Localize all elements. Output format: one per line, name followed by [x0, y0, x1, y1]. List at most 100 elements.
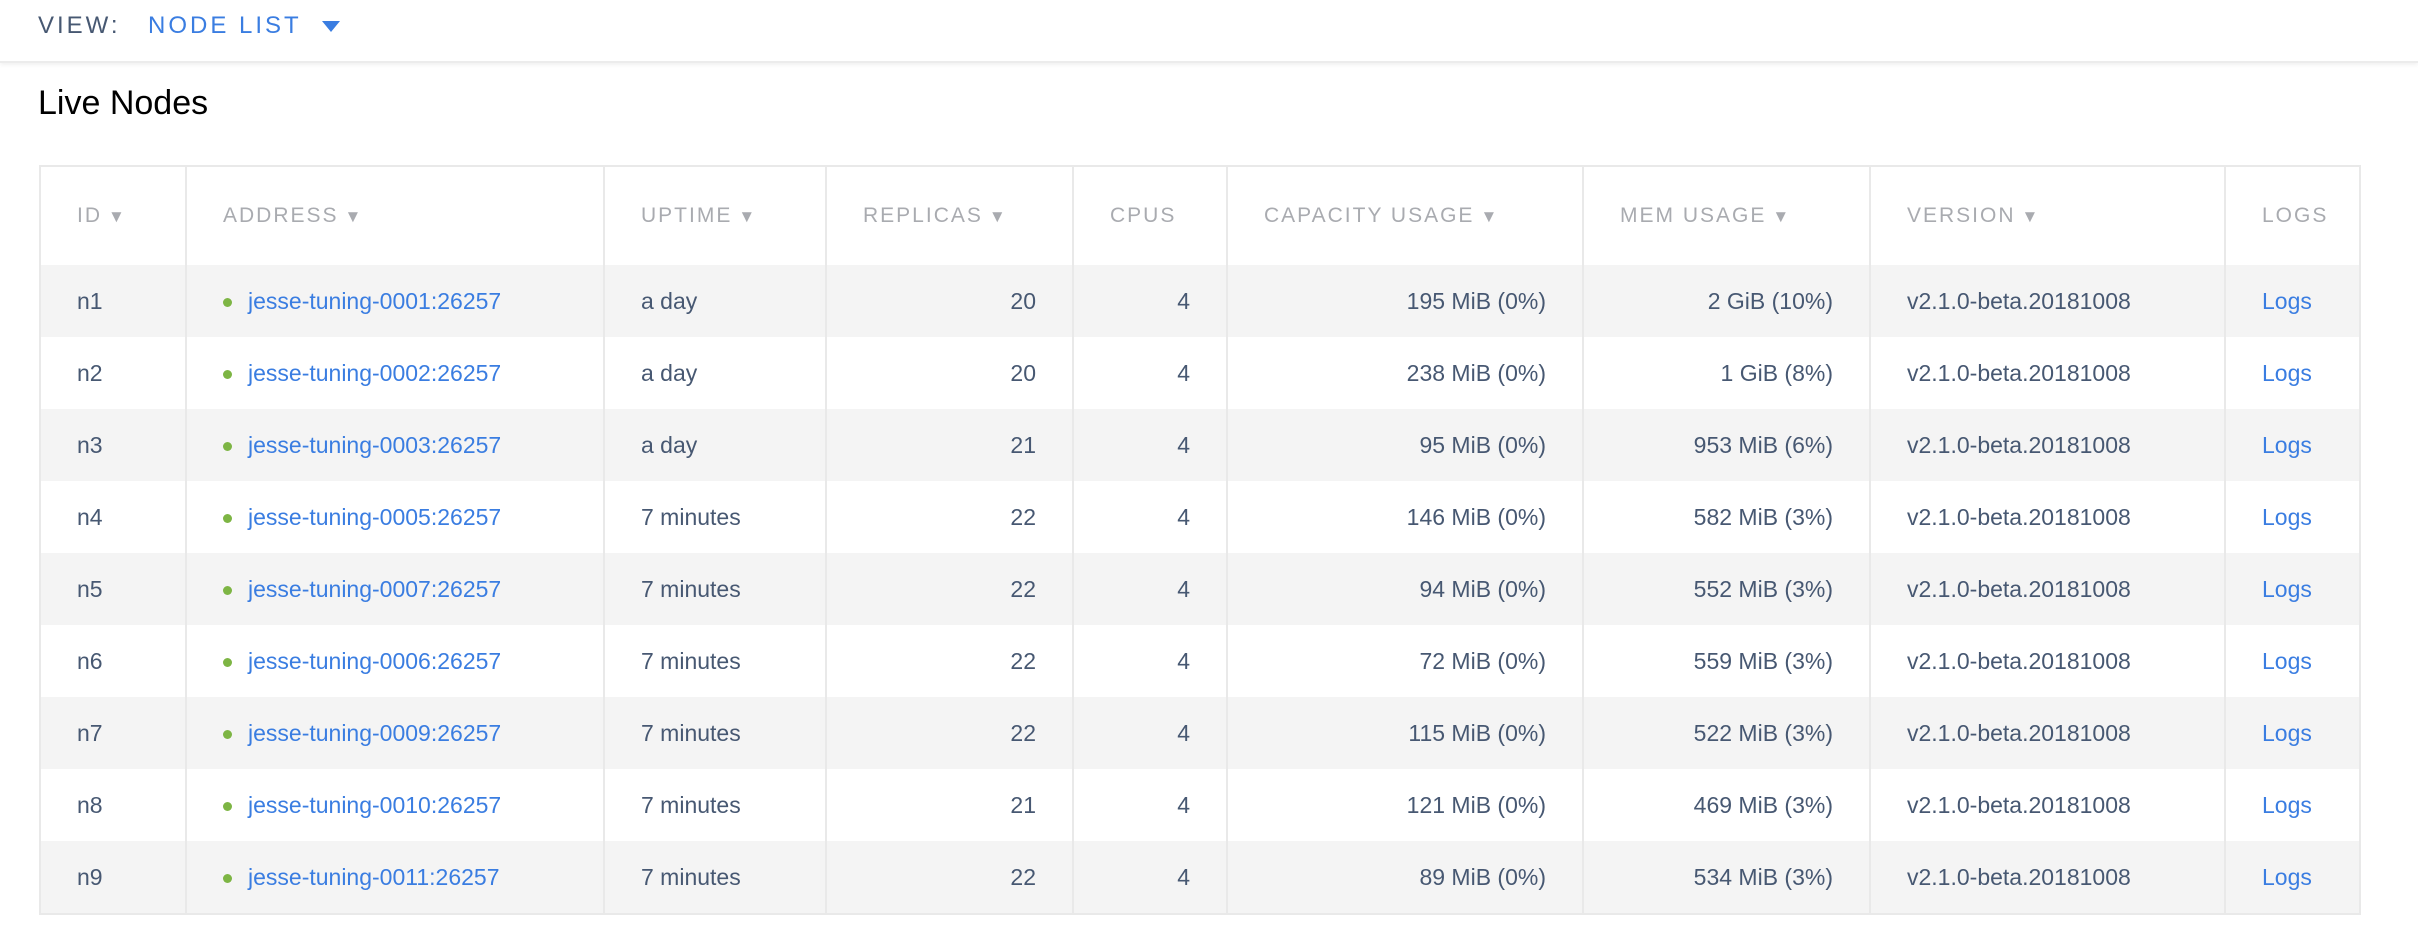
cell-logs: Logs: [2224, 625, 2360, 697]
column-header-label: CPUS: [1110, 204, 1177, 227]
cell-address: jesse-tuning-0005:26257: [185, 481, 604, 553]
node-address-link[interactable]: jesse-tuning-0009:26257: [248, 719, 502, 746]
cell-mem: 469 MiB (3%): [1582, 769, 1870, 841]
live-status-dot-icon: [223, 657, 232, 667]
view-dropdown-value: NODE LIST: [148, 12, 302, 39]
cell-id: n8: [39, 769, 186, 841]
column-header-label: ADDRESS: [223, 204, 339, 227]
live-status-dot-icon: [223, 369, 232, 379]
cell-uptime: 7 minutes: [603, 841, 826, 914]
cell-cpus: 4: [1072, 409, 1227, 481]
view-dropdown[interactable]: NODE LIST: [148, 12, 340, 40]
column-header-uptime[interactable]: UPTIME ▼: [603, 166, 826, 265]
cell-logs: Logs: [2224, 769, 2360, 841]
cell-capacity: 72 MiB (0%): [1226, 625, 1583, 697]
column-header-replicas[interactable]: REPLICAS ▼: [825, 166, 1073, 265]
cell-replicas: 22: [825, 481, 1073, 553]
node-address-link[interactable]: jesse-tuning-0003:26257: [248, 431, 502, 458]
cell-logs: Logs: [2224, 553, 2360, 625]
cell-uptime: a day: [603, 409, 826, 481]
table-header-row: ID ▼ ADDRESS ▼ UPTIME ▼ REPLICAS ▼ CPUS CAPACITY …: [39, 166, 2360, 265]
cell-id: n3: [39, 409, 186, 481]
cell-mem: 582 MiB (3%): [1582, 481, 1870, 553]
cell-version: v2.1.0-beta.20181008: [1869, 481, 2225, 553]
cell-logs: Logs: [2224, 841, 2360, 914]
cell-id: n7: [39, 697, 186, 769]
cell-capacity: 195 MiB (0%): [1226, 265, 1583, 337]
logs-link[interactable]: Logs: [2262, 287, 2312, 314]
table-row: n5 jesse-tuning-0007:26257 7 minutes 22 4 94 …: [39, 553, 2360, 625]
logs-link[interactable]: Logs: [2262, 503, 2312, 530]
table-row: n9 jesse-tuning-0011:26257 7 minutes 22 4 89 …: [39, 841, 2360, 914]
logs-link[interactable]: Logs: [2262, 431, 2312, 458]
cell-id: n9: [39, 841, 186, 914]
cell-address: jesse-tuning-0002:26257: [185, 337, 604, 409]
cell-address: jesse-tuning-0006:26257: [185, 625, 604, 697]
cell-address: jesse-tuning-0003:26257: [185, 409, 604, 481]
logs-link[interactable]: Logs: [2262, 647, 2312, 674]
view-bar: VIEW: NODE LIST: [0, 0, 2418, 63]
logs-link[interactable]: Logs: [2262, 863, 2312, 890]
logs-link[interactable]: Logs: [2262, 359, 2312, 386]
cell-uptime: 7 minutes: [603, 481, 826, 553]
column-header-id[interactable]: ID ▼: [39, 166, 186, 265]
cell-cpus: 4: [1072, 481, 1227, 553]
cell-uptime: 7 minutes: [603, 697, 826, 769]
node-address-link[interactable]: jesse-tuning-0007:26257: [248, 575, 502, 602]
table-row: n2 jesse-tuning-0002:26257 a day 20 4 238 MiB…: [39, 337, 2360, 409]
cell-version: v2.1.0-beta.20181008: [1869, 553, 2225, 625]
table-row: n8 jesse-tuning-0010:26257 7 minutes 21 4 121…: [39, 769, 2360, 841]
cell-capacity: 121 MiB (0%): [1226, 769, 1583, 841]
node-address-link[interactable]: jesse-tuning-0011:26257: [248, 863, 500, 890]
table-row: n6 jesse-tuning-0006:26257 7 minutes 22 4 72 …: [39, 625, 2360, 697]
column-header-label: CAPACITY USAGE: [1264, 204, 1475, 227]
sort-arrow-icon: ▼: [344, 207, 364, 226]
cell-cpus: 4: [1072, 337, 1227, 409]
cell-uptime: a day: [603, 265, 826, 337]
cell-replicas: 22: [825, 841, 1073, 914]
live-status-dot-icon: [223, 441, 232, 451]
cell-cpus: 4: [1072, 625, 1227, 697]
cell-capacity: 94 MiB (0%): [1226, 553, 1583, 625]
cell-id: n1: [39, 265, 186, 337]
cell-version: v2.1.0-beta.20181008: [1869, 265, 2225, 337]
node-address-link[interactable]: jesse-tuning-0002:26257: [248, 359, 502, 386]
sort-arrow-icon: ▼: [2021, 207, 2041, 226]
cell-version: v2.1.0-beta.20181008: [1869, 841, 2225, 914]
cell-cpus: 4: [1072, 769, 1227, 841]
cell-version: v2.1.0-beta.20181008: [1869, 625, 2225, 697]
sort-arrow-icon: ▼: [1480, 207, 1500, 226]
node-address-link[interactable]: jesse-tuning-0010:26257: [248, 791, 502, 818]
live-status-dot-icon: [223, 729, 232, 739]
node-address-link[interactable]: jesse-tuning-0006:26257: [248, 647, 502, 674]
cell-capacity: 115 MiB (0%): [1226, 697, 1583, 769]
cell-id: n6: [39, 625, 186, 697]
view-label: VIEW:: [38, 12, 121, 39]
table-row: n1 jesse-tuning-0001:26257 a day 20 4 195 MiB…: [39, 265, 2360, 337]
column-header-mem-usage[interactable]: MEM USAGE ▼: [1582, 166, 1870, 265]
logs-link[interactable]: Logs: [2262, 575, 2312, 602]
cell-logs: Logs: [2224, 337, 2360, 409]
column-header-cpus: CPUS: [1072, 166, 1227, 265]
cell-uptime: 7 minutes: [603, 553, 826, 625]
sort-arrow-icon: ▼: [1772, 207, 1792, 226]
logs-link[interactable]: Logs: [2262, 719, 2312, 746]
cell-mem: 534 MiB (3%): [1582, 841, 1870, 914]
column-header-address[interactable]: ADDRESS ▼: [185, 166, 604, 265]
column-header-label: ID: [77, 204, 102, 227]
chevron-down-icon: [321, 21, 340, 33]
table-row: n4 jesse-tuning-0005:26257 7 minutes 22 4 146…: [39, 481, 2360, 553]
node-address-link[interactable]: jesse-tuning-0005:26257: [248, 503, 502, 530]
cell-cpus: 4: [1072, 697, 1227, 769]
cell-mem: 953 MiB (6%): [1582, 409, 1870, 481]
cell-uptime: 7 minutes: [603, 769, 826, 841]
column-header-version[interactable]: VERSION ▼: [1869, 166, 2225, 265]
column-header-capacity-usage[interactable]: CAPACITY USAGE ▼: [1226, 166, 1583, 265]
logs-link[interactable]: Logs: [2262, 791, 2312, 818]
cell-address: jesse-tuning-0011:26257: [185, 841, 604, 914]
page-title: Live Nodes: [38, 84, 209, 122]
cell-capacity: 238 MiB (0%): [1226, 337, 1583, 409]
cell-capacity: 146 MiB (0%): [1226, 481, 1583, 553]
cell-id: n4: [39, 481, 186, 553]
node-address-link[interactable]: jesse-tuning-0001:26257: [248, 287, 502, 314]
